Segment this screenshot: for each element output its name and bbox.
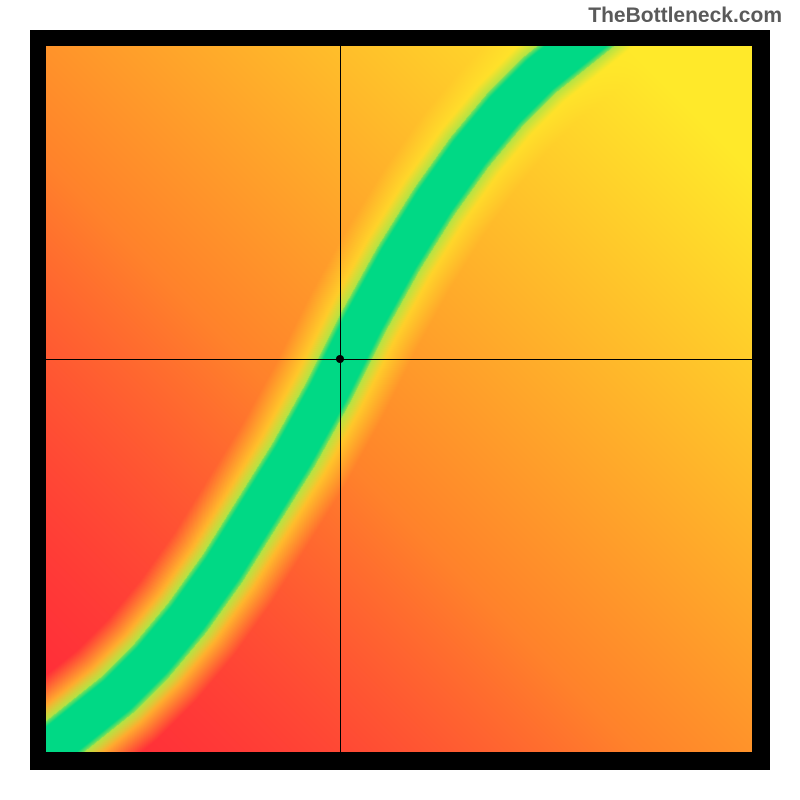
- heatmap-canvas: [46, 46, 752, 752]
- chart-frame: [30, 30, 770, 770]
- watermark-text: TheBottleneck.com: [588, 4, 782, 28]
- crosshair-horizontal: [46, 359, 752, 360]
- chart-inner: [46, 46, 752, 752]
- crosshair-vertical: [340, 46, 341, 752]
- marker-dot: [336, 355, 344, 363]
